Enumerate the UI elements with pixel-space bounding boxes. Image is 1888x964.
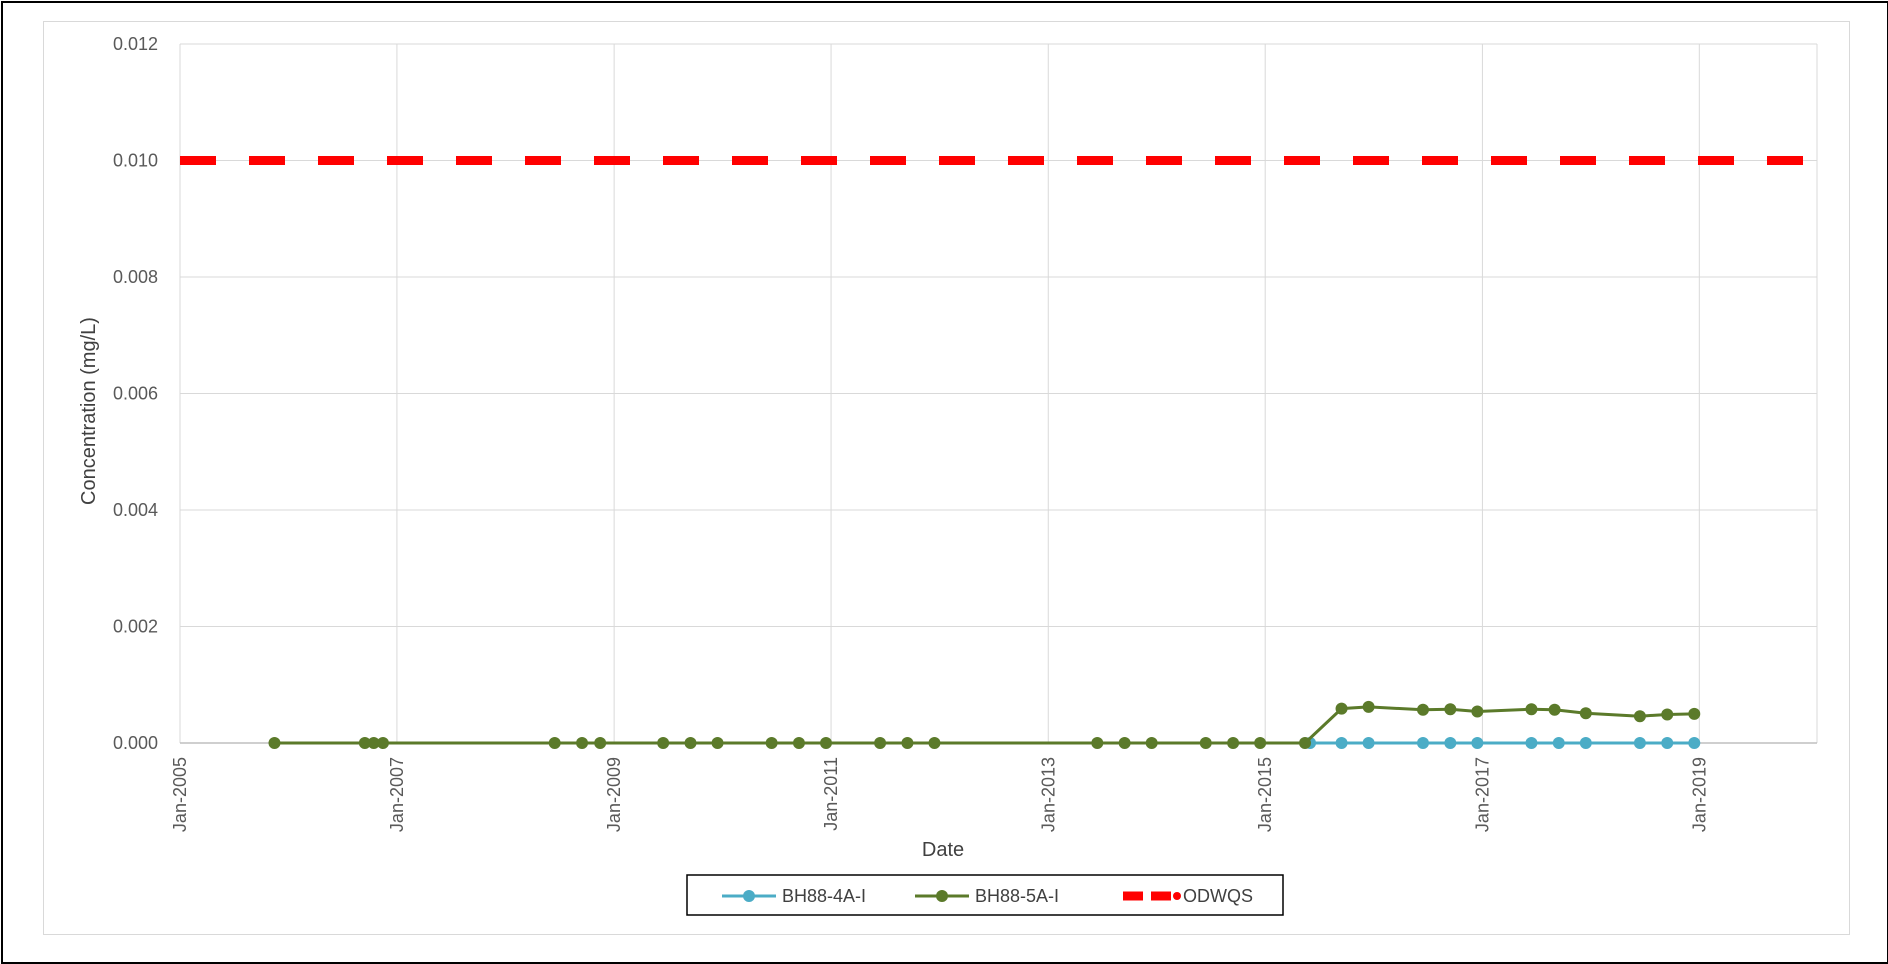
legend-marker-odwqs (1173, 892, 1181, 900)
legend: BH88-4A-I BH88-5A-I ODWQS (686, 874, 1284, 916)
data-point-bh88-5a-i (1335, 702, 1348, 715)
data-point-bh88-5a-i (594, 737, 607, 749)
data-point-bh88-4a-i (1444, 737, 1457, 749)
x-axis-title: Date (922, 839, 964, 861)
x-tick-label: Jan-2007 (387, 757, 407, 832)
y-tick-label: 0.006 (113, 384, 158, 404)
x-tick-label: Jan-2019 (1689, 757, 1709, 832)
y-tick-label: 0.008 (113, 267, 158, 287)
y-axis-ticks: 0.000 0.002 0.004 0.006 0.008 0.010 0.012 (113, 34, 158, 753)
data-point-bh88-5a-i (1548, 703, 1561, 716)
y-axis-title: Concentration (mg/L) (78, 317, 100, 505)
data-point-bh88-5a-i (901, 737, 914, 749)
data-point-bh88-5a-i (1688, 707, 1701, 720)
legend-marker-bh88-4a-i (743, 890, 755, 902)
x-tick-label: Jan-2015 (1255, 757, 1275, 832)
data-point-bh88-4a-i (1471, 737, 1484, 749)
data-point-bh88-5a-i (1118, 737, 1131, 749)
x-tick-label: Jan-2013 (1038, 757, 1058, 832)
data-point-bh88-4a-i (1661, 737, 1674, 749)
data-point-bh88-5a-i (548, 737, 561, 749)
series-line-bh88-5a-i (274, 705, 1695, 745)
data-point-bh88-4a-i (1335, 737, 1348, 749)
legend-marker-bh88-5a-i (936, 890, 948, 902)
data-point-bh88-4a-i (1688, 737, 1701, 749)
data-point-bh88-5a-i (1362, 700, 1375, 713)
data-point-bh88-5a-i (1416, 703, 1429, 716)
gridlines (179, 43, 1818, 744)
data-point-bh88-4a-i (1525, 737, 1538, 749)
data-point-bh88-5a-i (684, 737, 697, 749)
data-point-bh88-5a-i (358, 737, 371, 749)
x-tick-label: Jan-2009 (604, 757, 624, 832)
data-point-bh88-5a-i (1525, 703, 1538, 716)
data-point-bh88-5a-i (1091, 737, 1104, 749)
legend-label-odwqs: ODWQS (1183, 886, 1253, 906)
data-point-bh88-5a-i (928, 737, 941, 749)
x-tick-label: Jan-2017 (1472, 757, 1492, 832)
legend-label-bh88-5a-i: BH88-5A-I (975, 886, 1059, 906)
x-tick-label: Jan-2011 (821, 757, 841, 831)
data-point-bh88-5a-i (820, 737, 833, 749)
data-point-bh88-5a-i (792, 737, 805, 749)
data-point-bh88-5a-i (1471, 705, 1484, 718)
data-point-bh88-5a-i (657, 737, 670, 749)
series-layer (180, 156, 1817, 749)
y-tick-label: 0.010 (113, 151, 158, 171)
data-point-bh88-4a-i (1416, 737, 1429, 749)
data-point-bh88-5a-i (1661, 708, 1674, 721)
data-point-bh88-5a-i (576, 737, 589, 749)
y-tick-label: 0.000 (113, 733, 158, 753)
data-point-bh88-5a-i (1145, 737, 1158, 749)
data-point-bh88-4a-i (1362, 737, 1375, 749)
y-tick-label: 0.002 (113, 617, 158, 637)
data-point-bh88-5a-i (268, 737, 281, 749)
data-point-bh88-5a-i (874, 737, 887, 749)
data-point-bh88-5a-i (1579, 707, 1592, 720)
data-point-bh88-5a-i (1199, 737, 1212, 749)
data-point-bh88-5a-i (367, 737, 380, 749)
legend-label-bh88-4a-i: BH88-4A-I (782, 886, 866, 906)
x-tick-label: Jan-2005 (170, 757, 190, 832)
y-tick-label: 0.012 (113, 34, 158, 54)
data-point-bh88-5a-i (1633, 710, 1646, 723)
x-axis-ticks: Jan-2005 Jan-2007 Jan-2009 Jan-2011 Jan-2013… (170, 757, 1709, 832)
data-point-bh88-4a-i (1579, 737, 1592, 749)
data-point-bh88-4a-i (1552, 737, 1565, 749)
data-point-bh88-5a-i (765, 737, 778, 749)
chart-area (43, 21, 1850, 935)
data-point-bh88-4a-i (1633, 737, 1646, 749)
data-point-bh88-5a-i (1227, 737, 1240, 749)
y-tick-label: 0.004 (113, 500, 158, 520)
data-point-bh88-5a-i (1254, 737, 1267, 749)
legend-box (686, 874, 1284, 916)
data-point-bh88-5a-i (711, 737, 724, 749)
data-point-bh88-5a-i (1444, 703, 1457, 716)
data-point-bh88-5a-i (376, 737, 389, 749)
data-point-bh88-5a-i (1299, 737, 1312, 749)
